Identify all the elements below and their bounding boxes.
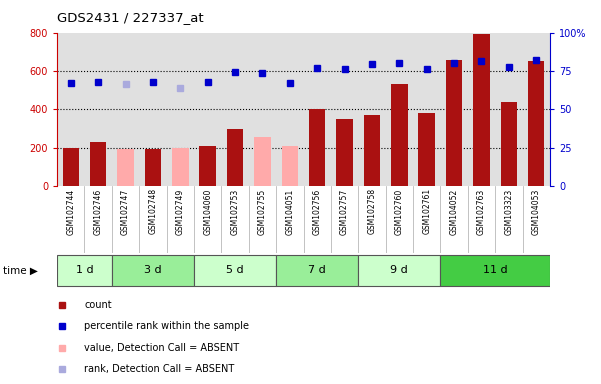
Bar	[446, 60, 462, 186]
Text: GSM102758: GSM102758	[367, 188, 376, 234]
Bar	[391, 84, 407, 186]
Text: GSM102746: GSM102746	[94, 188, 103, 235]
Bar	[63, 148, 79, 186]
Text: GSM102753: GSM102753	[231, 188, 240, 235]
Text: GSM102760: GSM102760	[395, 188, 404, 235]
Text: 11 d: 11 d	[483, 265, 507, 275]
Text: GSM104052: GSM104052	[450, 188, 459, 235]
Bar	[441, 255, 550, 286]
Text: GSM102755: GSM102755	[258, 188, 267, 235]
Bar	[501, 102, 517, 186]
Bar	[227, 129, 243, 186]
Text: 7 d: 7 d	[308, 265, 326, 275]
Bar	[473, 34, 490, 186]
Bar	[254, 137, 270, 186]
Bar	[90, 142, 106, 186]
Text: GSM102756: GSM102756	[313, 188, 322, 235]
Text: GSM102748: GSM102748	[148, 188, 157, 234]
Bar	[282, 146, 298, 186]
Bar	[309, 109, 325, 186]
Bar	[418, 113, 435, 186]
Text: count: count	[84, 300, 112, 310]
Text: rank, Detection Call = ABSENT: rank, Detection Call = ABSENT	[84, 364, 234, 374]
Bar	[364, 115, 380, 186]
Bar	[194, 255, 276, 286]
Bar	[337, 119, 353, 186]
Text: value, Detection Call = ABSENT: value, Detection Call = ABSENT	[84, 343, 239, 353]
Text: GSM102763: GSM102763	[477, 188, 486, 235]
Text: time ▶: time ▶	[3, 266, 38, 276]
Text: GSM102749: GSM102749	[176, 188, 185, 235]
Text: GDS2431 / 227337_at: GDS2431 / 227337_at	[57, 12, 204, 25]
Text: GSM102757: GSM102757	[340, 188, 349, 235]
Text: GSM104060: GSM104060	[203, 188, 212, 235]
Text: 1 d: 1 d	[76, 265, 93, 275]
Bar	[145, 149, 161, 186]
Bar	[112, 255, 194, 286]
Text: GSM104051: GSM104051	[285, 188, 294, 235]
Text: percentile rank within the sample: percentile rank within the sample	[84, 321, 249, 331]
Bar	[358, 255, 441, 286]
Text: GSM104053: GSM104053	[532, 188, 541, 235]
Text: GSM103323: GSM103323	[504, 188, 513, 235]
Bar	[200, 146, 216, 186]
Text: GSM102761: GSM102761	[423, 188, 431, 234]
Bar	[528, 61, 545, 186]
Text: 5 d: 5 d	[226, 265, 244, 275]
Text: 9 d: 9 d	[391, 265, 408, 275]
Text: GSM102744: GSM102744	[66, 188, 75, 235]
Bar	[117, 149, 134, 186]
Text: 3 d: 3 d	[144, 265, 162, 275]
Bar	[57, 255, 112, 286]
Bar	[276, 255, 358, 286]
Text: GSM102747: GSM102747	[121, 188, 130, 235]
Bar	[172, 148, 189, 186]
